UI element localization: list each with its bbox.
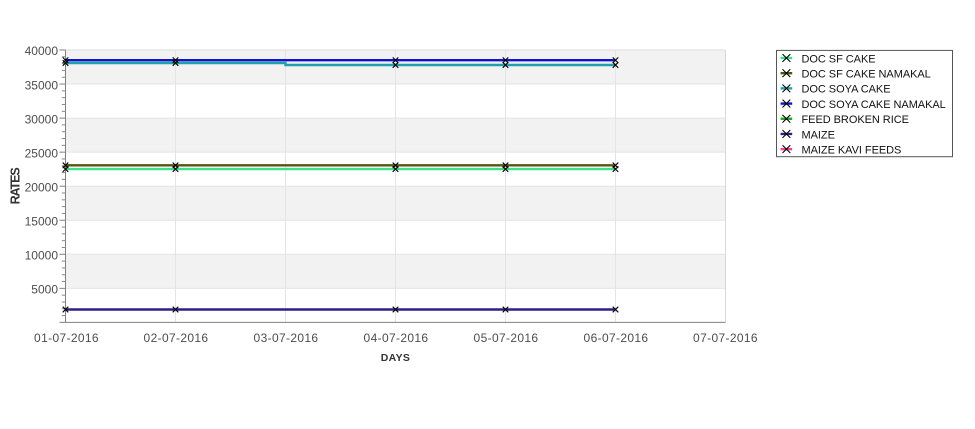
svg-text:01-07-2016: 01-07-2016 xyxy=(34,331,99,345)
svg-text:DAYS: DAYS xyxy=(381,352,410,364)
svg-text:FEED BROKEN RICE: FEED BROKEN RICE xyxy=(802,114,909,126)
svg-text:15000: 15000 xyxy=(25,214,59,228)
svg-text:MAIZE: MAIZE xyxy=(802,129,835,141)
svg-text:03-07-2016: 03-07-2016 xyxy=(254,331,319,345)
svg-text:30000: 30000 xyxy=(25,112,59,126)
svg-text:04-07-2016: 04-07-2016 xyxy=(364,331,429,345)
svg-text:10000: 10000 xyxy=(25,249,59,263)
svg-text:MAIZE KAVI FEEDS: MAIZE KAVI FEEDS xyxy=(802,144,902,156)
svg-text:35000: 35000 xyxy=(25,78,59,92)
svg-text:RATES: RATES xyxy=(9,168,23,205)
svg-text:05-07-2016: 05-07-2016 xyxy=(474,331,539,345)
svg-text:20000: 20000 xyxy=(25,180,59,194)
svg-text:DOC SOYA CAKE: DOC SOYA CAKE xyxy=(802,84,891,96)
svg-text:5000: 5000 xyxy=(31,283,58,297)
svg-text:DOC SF CAKE NAMAKAL: DOC SF CAKE NAMAKAL xyxy=(802,68,931,80)
svg-text:40000: 40000 xyxy=(25,44,59,58)
svg-text:07-07-2016: 07-07-2016 xyxy=(693,331,758,345)
svg-text:02-07-2016: 02-07-2016 xyxy=(144,331,209,345)
svg-text:DOC SF CAKE: DOC SF CAKE xyxy=(802,53,876,65)
svg-text:DOC SOYA CAKE NAMAKAL: DOC SOYA CAKE NAMAKAL xyxy=(802,99,946,111)
svg-text:25000: 25000 xyxy=(25,146,59,160)
svg-text:06-07-2016: 06-07-2016 xyxy=(584,331,649,345)
